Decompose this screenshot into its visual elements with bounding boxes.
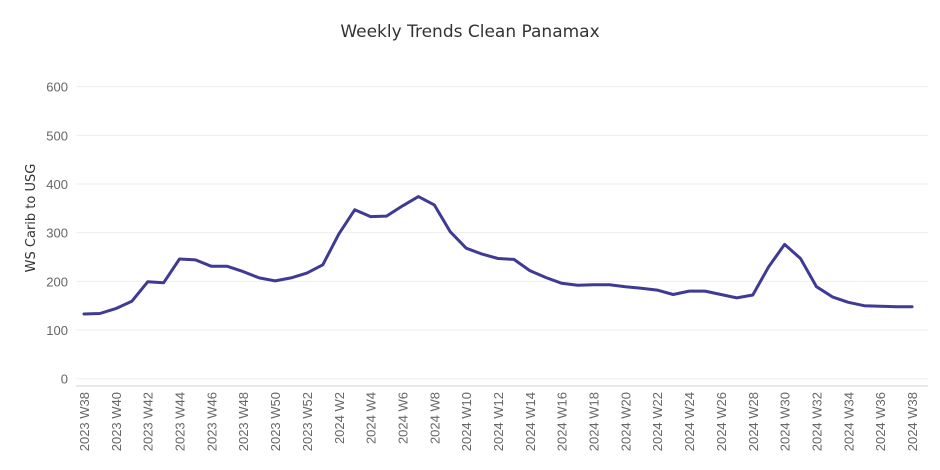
- y-tick-label: 600: [46, 80, 68, 95]
- x-tick-label: 2023 W46: [204, 392, 219, 451]
- x-axis-ticks: 2023 W38 2023 W40 2023 W42 2023 W44 2023 W46…: [77, 392, 920, 451]
- x-tick-label: 2024 W24: [682, 392, 697, 451]
- x-tick-label: 2024 W6: [395, 392, 410, 444]
- x-tick-label: 2023 W44: [173, 392, 188, 451]
- x-tick-label: 2024 W20: [618, 392, 633, 451]
- x-tick-label: 2024 W26: [714, 392, 729, 451]
- x-tick-label: 2023 W38: [77, 392, 92, 451]
- y-tick-label: 200: [46, 274, 68, 289]
- x-tick-label: 2024 W12: [491, 392, 506, 451]
- series-line: [82, 195, 914, 316]
- y-tick-label: 500: [46, 128, 68, 143]
- x-tick-label: 2024 W18: [587, 392, 602, 451]
- x-tick-label: 2024 W8: [427, 392, 442, 444]
- x-tick-label: 2024 W30: [778, 392, 793, 451]
- series-layer: [82, 195, 914, 316]
- x-tick-label: 2023 W40: [109, 392, 124, 451]
- x-tick-label: 2024 W28: [746, 392, 761, 451]
- x-tick-label: 2023 W42: [141, 392, 156, 451]
- gridlines: [76, 86, 928, 380]
- y-axis-label: WS Carib to USG: [24, 164, 39, 273]
- y-tick-label: 0: [61, 372, 68, 387]
- x-tick-label: 2024 W14: [523, 392, 538, 451]
- x-tick-label: 2024 W38: [905, 392, 920, 451]
- x-tick-label: 2024 W2: [332, 392, 347, 444]
- x-tick-label: 2024 W4: [364, 392, 379, 444]
- y-tick-label: 400: [46, 177, 68, 192]
- x-tick-label: 2024 W36: [873, 392, 888, 451]
- x-tick-label: 2023 W50: [268, 392, 283, 451]
- y-tick-label: 300: [46, 226, 68, 241]
- y-axis-ticks: 0 100 200 300 400 500 600: [46, 80, 68, 387]
- chart-title: Weekly Trends Clean Panamax: [340, 22, 599, 42]
- y-tick-label: 100: [46, 323, 68, 338]
- x-tick-label: 2024 W16: [555, 392, 570, 451]
- x-tick-label: 2023 W48: [236, 392, 251, 451]
- x-tick-label: 2023 W52: [300, 392, 315, 451]
- x-tick-label: 2024 W22: [650, 392, 665, 451]
- x-tick-label: 2024 W32: [809, 392, 824, 451]
- x-tick-label: 2024 W34: [841, 392, 856, 451]
- x-tick-label: 2024 W10: [459, 392, 474, 451]
